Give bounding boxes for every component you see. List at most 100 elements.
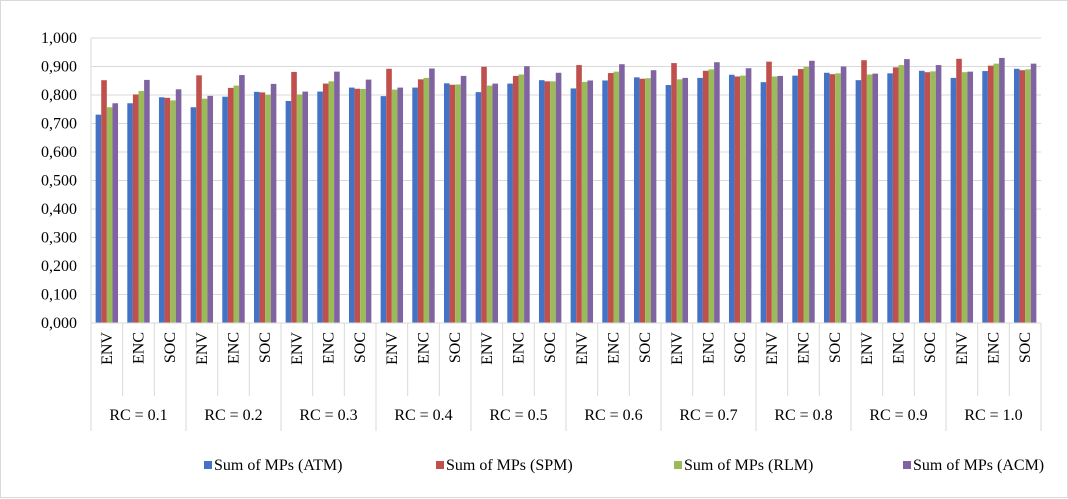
bar-sum-of-mps-atm (1013, 68, 1020, 323)
bar-sum-of-mps-spm (829, 74, 836, 323)
group-label: RC = 0.8 (774, 407, 832, 424)
category-label-soc: SOC (732, 332, 749, 363)
bar-sum-of-mps-acm (270, 83, 277, 323)
bar-sum-of-mps-acm (112, 103, 119, 323)
bar-sum-of-mps-spm (797, 69, 804, 323)
category-label-soc: SOC (827, 332, 844, 363)
category-label-enc: ENC (891, 332, 908, 364)
legend-label: Sum of MPs (SPM) (446, 457, 573, 474)
category-label-enc: ENC (606, 332, 623, 364)
bar-sum-of-mps-spm (101, 80, 107, 324)
bar-sum-of-mps-atm (348, 87, 355, 323)
category-label-soc: SOC (447, 332, 464, 363)
bar-sum-of-mps-rlm (740, 75, 746, 324)
bar-sum-of-mps-atm (570, 88, 577, 323)
y-tick-label: 0,500 (41, 173, 77, 190)
category-label-soc: SOC (922, 332, 939, 363)
bar-sum-of-mps-acm (429, 68, 435, 323)
legend-label: Sum of MPs (ATM) (214, 457, 342, 474)
bar-sum-of-mps-atm (285, 100, 292, 323)
bar-sum-of-mps-acm (334, 71, 340, 323)
bars (95, 57, 1037, 324)
y-tick-label: 1,000 (41, 30, 77, 47)
bar-sum-of-mps-spm (892, 67, 899, 323)
bar-sum-of-mps-atm (855, 80, 862, 324)
legend-swatch (674, 461, 682, 469)
bar-sum-of-mps-acm (492, 83, 499, 323)
group-label: RC = 0.7 (679, 407, 737, 424)
bar-sum-of-mps-rlm (1025, 69, 1031, 323)
bar-sum-of-mps-spm (987, 65, 994, 323)
bar-sum-of-mps-acm (777, 75, 784, 323)
category-label-env: ENV (384, 332, 401, 365)
bar-sum-of-mps-acm (524, 66, 530, 324)
bar-sum-of-mps-rlm (676, 79, 683, 323)
y-tick-label: 0,900 (41, 59, 77, 76)
group-label: RC = 1.0 (964, 407, 1022, 424)
bar-sum-of-mps-atm (665, 85, 672, 323)
bar-sum-of-mps-spm (259, 92, 266, 324)
bar-sum-of-mps-atm (412, 87, 418, 323)
legend-label: Sum of MPs (RLM) (684, 457, 813, 474)
bar-sum-of-mps-rlm (835, 73, 841, 323)
bar-sum-of-mps-acm (904, 59, 910, 324)
bar-sum-of-mps-spm (639, 78, 646, 323)
bar-sum-of-mps-spm (924, 72, 931, 323)
bar-sum-of-mps-atm (158, 97, 165, 323)
bar-sum-of-mps-acm (967, 71, 974, 323)
category-label-env: ENV (764, 332, 781, 365)
bar-sum-of-mps-atm (95, 114, 102, 323)
bar-sum-of-mps-atm (918, 70, 925, 323)
bar-sum-of-mps-acm (714, 62, 720, 323)
category-label-enc: ENC (511, 332, 528, 364)
bar-sum-of-mps-rlm (455, 84, 461, 324)
group-label: RC = 0.3 (299, 407, 357, 424)
y-tick-label: 0,000 (41, 315, 77, 332)
category-labels: ENV ENC SOC ENV ENC SOC ENV ENC SOC ENV ENC SOC ENV E… (99, 332, 1034, 365)
bar-sum-of-mps-acm (207, 95, 214, 323)
bar-sum-of-mps-atm (950, 77, 957, 324)
bar-sum-of-mps-atm (443, 83, 450, 323)
bar-sum-of-mps-spm (956, 58, 962, 324)
category-label-env: ENV (859, 332, 876, 365)
bar-sum-of-mps-acm (397, 87, 404, 323)
bar-sum-of-mps-spm (164, 97, 171, 323)
bar-sum-of-mps-atm (887, 73, 893, 323)
bar-sum-of-mps-atm (222, 96, 228, 324)
category-label-enc: ENC (131, 332, 148, 364)
bar-sum-of-mps-acm (650, 70, 657, 323)
legend-swatch (436, 461, 444, 469)
category-label-enc: ENC (416, 332, 433, 364)
bar-sum-of-mps-atm (728, 74, 735, 324)
y-tick-label: 0,600 (41, 144, 77, 161)
category-label-env: ENV (954, 332, 971, 365)
bar-sum-of-mps-spm (576, 65, 582, 323)
bar-sum-of-mps-rlm (550, 81, 556, 323)
group-label: RC = 0.9 (869, 407, 927, 424)
bar-sum-of-mps-spm (766, 61, 772, 324)
category-label-enc: ENC (796, 332, 813, 364)
bar-sum-of-mps-acm (555, 72, 562, 324)
bar-sum-of-mps-spm (291, 71, 297, 323)
bar-sum-of-mps-rlm (866, 74, 873, 323)
bar-sum-of-mps-spm (861, 60, 867, 323)
bar-sum-of-mps-spm (512, 75, 519, 323)
bar-sum-of-mps-spm (417, 79, 424, 323)
bar-sum-of-mps-rlm (803, 66, 810, 323)
bar-sum-of-mps-rlm (613, 71, 620, 323)
bar-sum-of-mps-rlm (265, 94, 271, 324)
bar-sum-of-mps-acm (619, 64, 625, 323)
bar-sum-of-mps-atm (253, 91, 260, 323)
bar-sum-of-mps-spm (607, 73, 614, 323)
bar-sum-of-mps-rlm (391, 89, 398, 323)
y-tick-label: 0,800 (41, 87, 77, 104)
bar-sum-of-mps-rlm (898, 65, 905, 323)
category-label-env: ENV (479, 332, 496, 365)
group-label: RC = 0.2 (204, 407, 262, 424)
bar-sum-of-mps-rlm (961, 72, 968, 323)
bar-sum-of-mps-acm (809, 60, 815, 324)
category-label-env: ENV (669, 332, 686, 365)
bar-sum-of-mps-acm (935, 65, 942, 323)
legend-swatch (903, 461, 911, 469)
